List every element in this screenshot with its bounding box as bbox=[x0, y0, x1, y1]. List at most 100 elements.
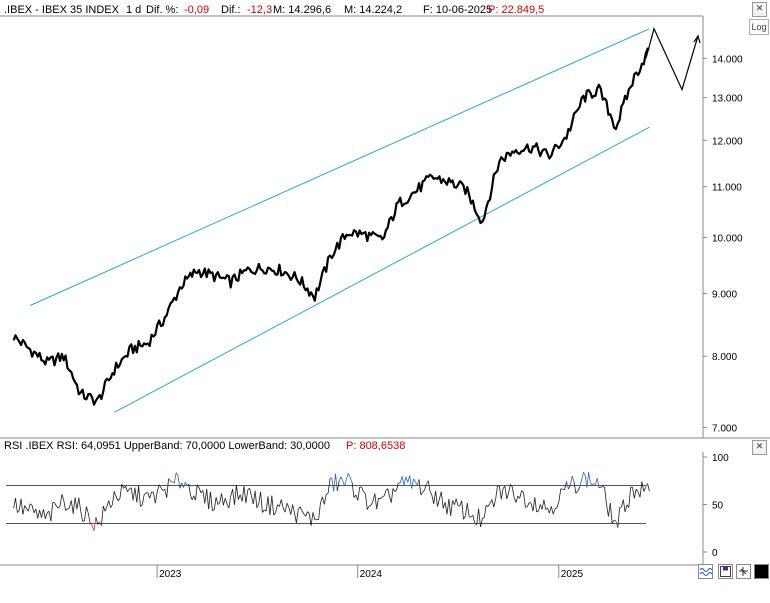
rsi-segment bbox=[199, 488, 201, 493]
rsi-segment bbox=[296, 509, 298, 523]
rsi-segment bbox=[354, 495, 356, 498]
price-line bbox=[14, 49, 650, 405]
rsi-segment bbox=[597, 478, 599, 488]
trend-channel bbox=[30, 29, 649, 413]
pin-icon[interactable] bbox=[736, 564, 751, 579]
rsi-segment bbox=[174, 473, 176, 483]
rsi-segment bbox=[135, 488, 137, 503]
rsi-segment bbox=[144, 493, 146, 495]
rsi-segment bbox=[402, 476, 404, 485]
rsi-segment bbox=[551, 506, 553, 514]
rsi-segment bbox=[400, 476, 402, 483]
rsi-segment bbox=[272, 496, 274, 515]
rsi-segment bbox=[467, 503, 469, 517]
rsi-segment bbox=[253, 491, 255, 504]
rsi-segment bbox=[623, 500, 625, 512]
rsi-segment bbox=[339, 477, 341, 481]
symbol-label: .IBEX - IBEX 35 INDEX bbox=[4, 4, 120, 16]
rsi-segment bbox=[274, 513, 276, 515]
rsi-segment bbox=[246, 490, 248, 503]
rsi-segment bbox=[101, 506, 103, 525]
price-tick-label: 11.000 bbox=[712, 183, 742, 194]
rsi-segment bbox=[28, 504, 30, 511]
rsi-segment bbox=[233, 489, 235, 505]
rsi-segment bbox=[423, 490, 425, 492]
rsi-segment bbox=[139, 486, 141, 507]
rsi-segment bbox=[285, 503, 287, 512]
rsi-segment bbox=[612, 520, 614, 523]
rsi-segment bbox=[259, 492, 261, 504]
price-tick-label: 9.000 bbox=[712, 290, 737, 301]
rsi-segment bbox=[51, 503, 53, 522]
rsi-segment bbox=[324, 495, 326, 505]
save-icon[interactable] bbox=[718, 564, 733, 579]
rsi-segment bbox=[16, 498, 18, 512]
rsi-segment bbox=[465, 503, 467, 516]
rsi-segment bbox=[176, 473, 178, 476]
rsi-segment bbox=[441, 492, 443, 509]
rsi-segment bbox=[322, 497, 324, 505]
rsi-header: RSI .IBEX RSI: 64,0951 UpperBand: 70,000… bbox=[4, 440, 405, 452]
rsi-segment bbox=[302, 511, 304, 514]
rsi-segment bbox=[414, 479, 416, 482]
rsi-segment bbox=[205, 489, 207, 503]
rsi-segment bbox=[257, 504, 259, 508]
rsi-segment bbox=[216, 497, 218, 504]
rsi-segment bbox=[111, 505, 113, 508]
rsi-segment bbox=[17, 511, 19, 513]
interval-label: 1 d bbox=[126, 4, 141, 16]
rsi-segment bbox=[539, 505, 541, 512]
rsi-segment bbox=[388, 489, 390, 497]
rsi-segment bbox=[395, 490, 397, 492]
rsi-segment bbox=[590, 482, 592, 485]
rsi-segment bbox=[625, 505, 627, 512]
rsi-segment bbox=[71, 500, 73, 513]
rsi-segment bbox=[155, 492, 157, 503]
rsi-segment bbox=[454, 499, 456, 505]
wave-icon-glyph bbox=[699, 565, 712, 578]
close-icon[interactable]: ✕ bbox=[752, 440, 767, 455]
log-scale-button[interactable]: Log bbox=[749, 19, 769, 35]
price-tick-label: 14.000 bbox=[712, 54, 743, 65]
close-icon[interactable]: ✕ bbox=[752, 2, 767, 17]
rsi-segment bbox=[131, 488, 133, 501]
channel-upper-line bbox=[30, 29, 649, 306]
rsi-segment bbox=[190, 495, 192, 500]
rsi-segment bbox=[133, 488, 135, 501]
rsi-segment bbox=[410, 476, 412, 489]
rsi-segment bbox=[514, 497, 516, 502]
rsi-segment bbox=[178, 476, 180, 488]
pin-icon-glyph bbox=[737, 565, 750, 578]
square-icon[interactable] bbox=[754, 564, 769, 579]
rsi-segment bbox=[38, 510, 40, 518]
rsi-segment bbox=[126, 486, 128, 492]
rsi-segment bbox=[14, 498, 16, 508]
rsi-segment bbox=[107, 501, 109, 507]
rsi-segment bbox=[524, 492, 526, 507]
rsi-segment bbox=[443, 502, 445, 508]
rsi-segment bbox=[103, 506, 105, 511]
rsi-segment bbox=[589, 472, 591, 482]
rsi-tick-label: 0 bbox=[712, 548, 718, 559]
rsi-segment bbox=[542, 500, 544, 510]
rsi-segment bbox=[484, 505, 486, 517]
p-label: P: 22.849,5 bbox=[488, 4, 544, 16]
rsi-segment bbox=[321, 497, 323, 503]
rsi-segment bbox=[220, 494, 222, 504]
rsi-segment bbox=[251, 496, 253, 504]
rsi-segment bbox=[421, 492, 423, 495]
rsi-segment bbox=[36, 509, 38, 518]
wave-icon[interactable] bbox=[698, 564, 713, 579]
rsi-segment bbox=[21, 499, 23, 515]
rsi-segment bbox=[501, 488, 503, 499]
rsi-segment bbox=[636, 489, 638, 492]
rsi-segment bbox=[559, 489, 561, 502]
time-tick-label: 2024 bbox=[360, 569, 383, 580]
rsi-segment bbox=[348, 473, 350, 477]
rsi-tick-label: 50 bbox=[712, 501, 724, 512]
rsi-segment bbox=[169, 479, 171, 482]
rsi-segment bbox=[561, 489, 563, 490]
